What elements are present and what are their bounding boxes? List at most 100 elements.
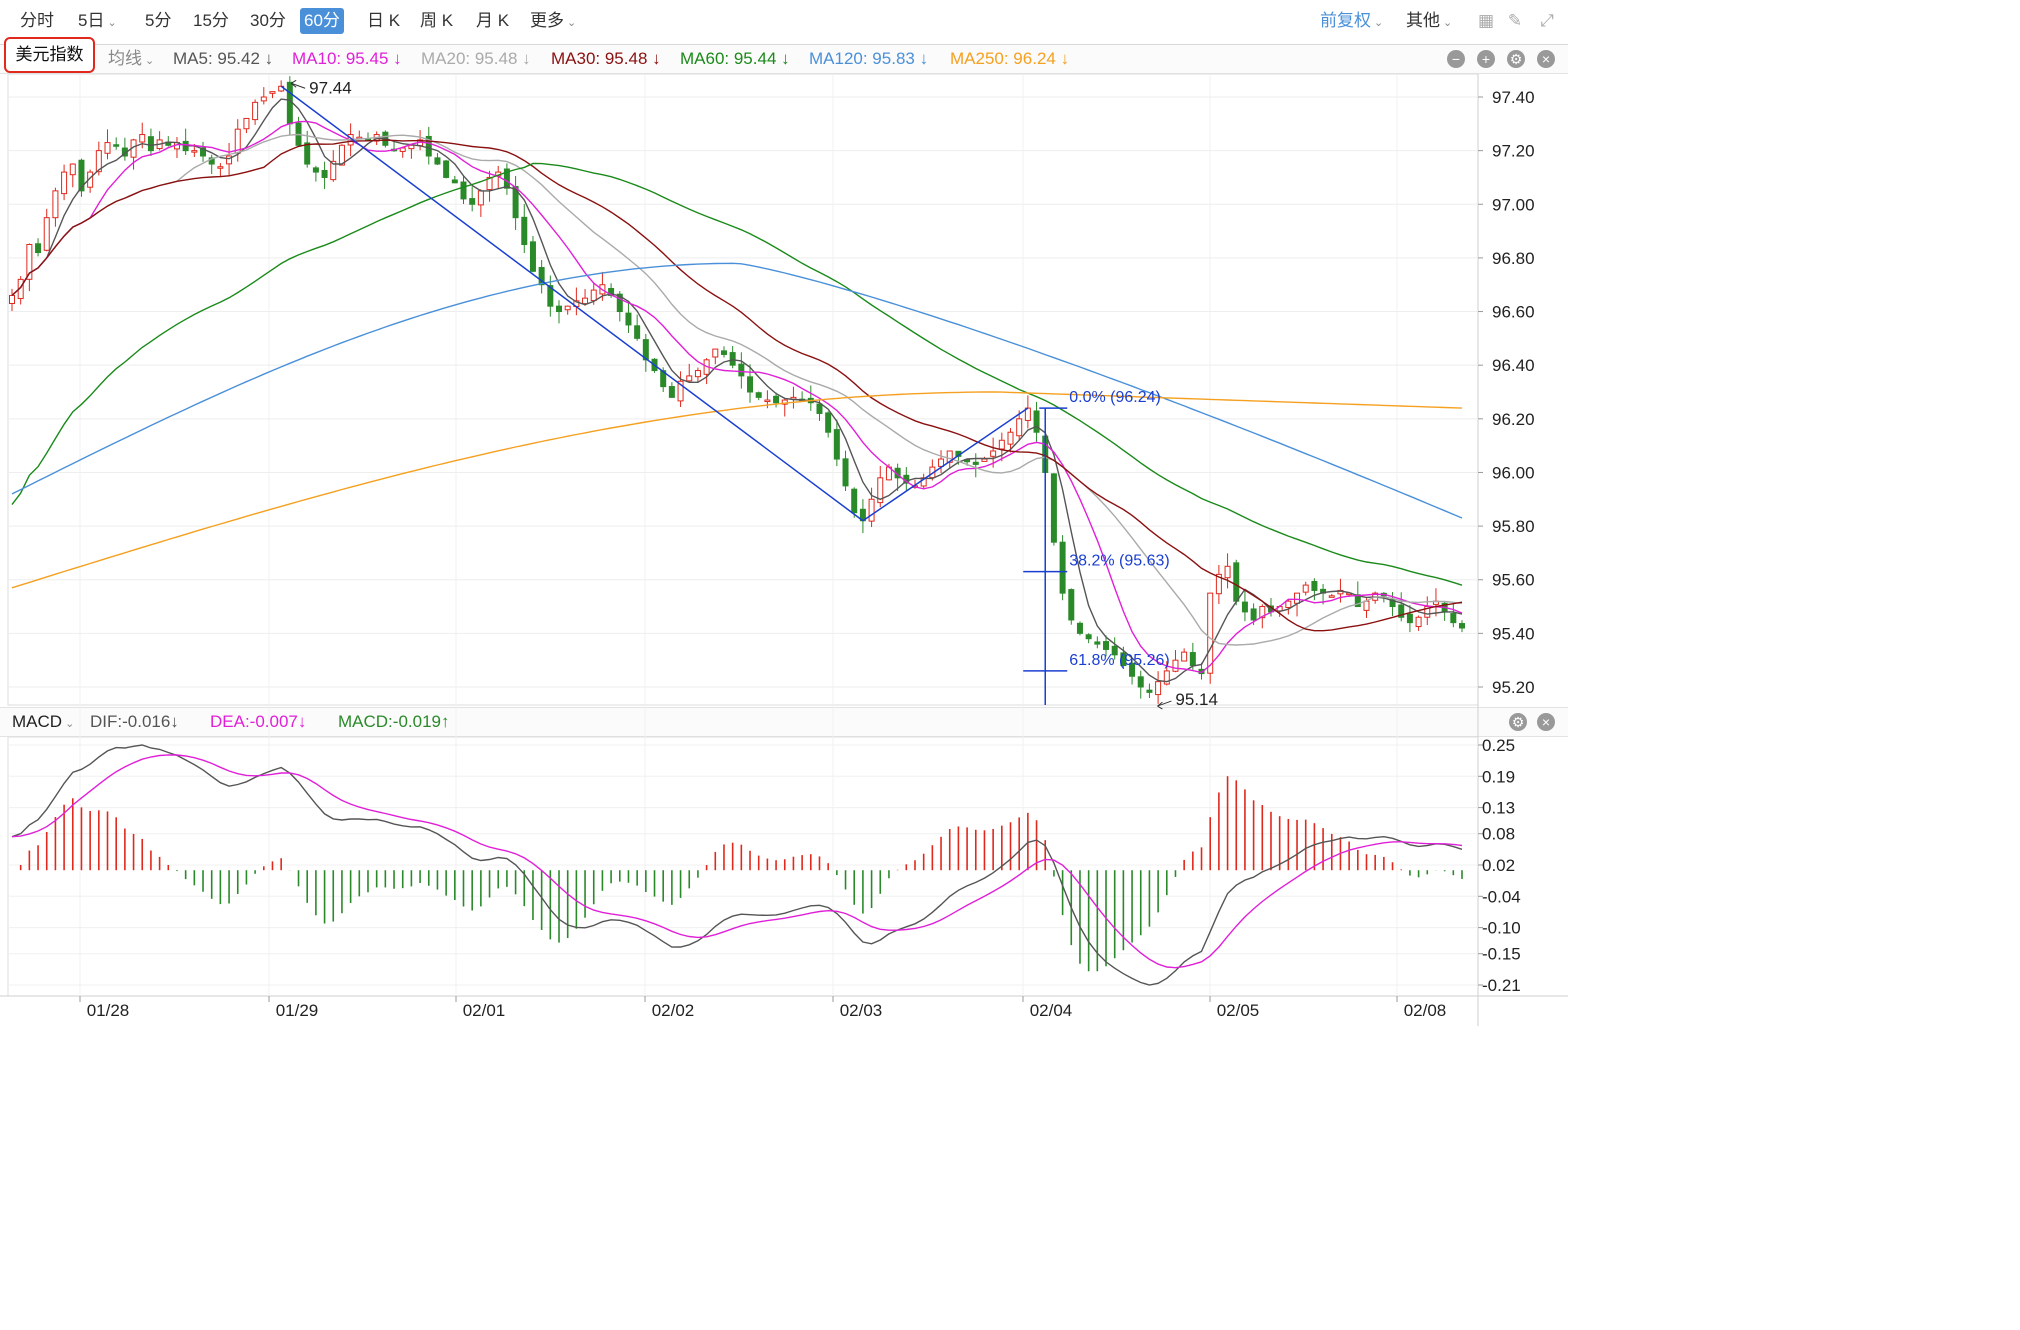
period-tab[interactable]: 15分	[189, 8, 233, 34]
close-icon[interactable]: ×	[1537, 50, 1555, 68]
candle-body	[26, 244, 33, 280]
candle-body	[799, 398, 806, 402]
macd-tick-label: -0.15	[1482, 945, 1521, 964]
candle-body	[990, 450, 997, 457]
symbol-name[interactable]: 美元指数	[4, 37, 95, 73]
pen-draw-icon[interactable]: ✎	[1507, 11, 1523, 30]
period-tab-label: 60分	[304, 11, 340, 30]
date-tick-label: 02/01	[463, 1001, 506, 1020]
candle-body	[651, 358, 658, 372]
macd-tick-label: 0.19	[1482, 767, 1515, 786]
macd-tick-label: 0.13	[1482, 799, 1515, 818]
candle-body	[61, 171, 68, 195]
candle-body	[877, 477, 884, 504]
add-icon[interactable]: +	[1477, 50, 1495, 68]
candle-body	[720, 350, 727, 355]
candle-body	[616, 293, 623, 313]
candle-body	[694, 370, 701, 378]
candle-body	[52, 190, 59, 219]
candle-body	[946, 450, 953, 463]
candle-body	[599, 284, 606, 295]
macd-tick-label: 0.02	[1482, 856, 1515, 875]
candle-body	[1294, 592, 1301, 604]
period-tab[interactable]: 月 K	[472, 8, 513, 34]
candle-body	[1372, 592, 1379, 601]
adjust-dropdown[interactable]: 前复权 ⌄	[1320, 8, 1383, 34]
candle-body	[842, 458, 849, 487]
gear-icon[interactable]: ⚙	[1509, 713, 1527, 731]
candle-body	[773, 395, 780, 404]
date-tick-label: 02/03	[840, 1001, 883, 1020]
close-icon[interactable]: ×	[1537, 713, 1555, 731]
period-tab[interactable]: 日 K	[363, 8, 404, 34]
period-tab[interactable]: 5日 ⌄	[74, 8, 121, 34]
candle-body	[104, 142, 111, 154]
candle-body	[781, 399, 788, 405]
macd-tick-label: 0.25	[1482, 736, 1515, 755]
period-tab[interactable]: 更多 ⌄	[526, 8, 580, 34]
expand-icon[interactable]: ⤢	[1540, 11, 1554, 30]
candle-body	[330, 160, 337, 181]
ma-legend-item: MA30: 95.48 ↓	[551, 49, 661, 68]
high-price-label: 97.44	[309, 78, 352, 97]
candle-body	[564, 305, 571, 311]
period-tab[interactable]: 5分	[141, 8, 175, 34]
candle-body	[556, 305, 563, 313]
chevron-down-icon: ⌄	[1374, 17, 1384, 29]
candle-body	[1363, 600, 1370, 611]
fib-level-label: 38.2% (95.63)	[1069, 553, 1170, 570]
candle-body	[1042, 435, 1049, 473]
candle-body	[1016, 418, 1023, 437]
candle-body	[226, 155, 233, 165]
chevron-down-icon: ⌄	[1443, 17, 1453, 29]
ma-legend-item: MA10: 95.45 ↓	[292, 49, 402, 68]
period-tab[interactable]: 60分	[300, 8, 344, 34]
ma-line-ma60	[11, 162, 1463, 586]
period-tab[interactable]: 分时	[16, 8, 58, 34]
candle-body	[338, 144, 345, 166]
candle-body	[1302, 584, 1309, 593]
candle-body	[833, 429, 840, 460]
macd-tick-label: 0.08	[1482, 825, 1515, 844]
period-tab[interactable]: 30分	[246, 8, 290, 34]
candle-body	[1120, 652, 1127, 667]
other-dropdown[interactable]: 其他 ⌄	[1406, 8, 1452, 34]
collapse-icon[interactable]: −	[1447, 50, 1465, 68]
candle-body	[495, 171, 502, 177]
ma-legend-item: MA5: 95.42 ↓	[173, 49, 274, 68]
candle-body	[660, 370, 667, 388]
ma-legend-item: MA250: 96.24 ↓	[950, 49, 1070, 68]
kline-chart[interactable]: 97.40 97.20 97.00 96.80 96.60 96.40 96.20 96.00…	[0, 0, 1568, 1032]
candle-body	[712, 348, 719, 358]
candle-body	[790, 396, 797, 400]
candle-body	[1267, 605, 1274, 613]
candle-body	[582, 297, 589, 305]
candle-body	[165, 141, 172, 146]
candle-body	[590, 289, 597, 302]
candle-body	[191, 150, 198, 153]
candle-body	[451, 179, 458, 184]
candle-body	[477, 190, 484, 206]
candle-body	[1320, 588, 1327, 594]
candle-body	[1224, 565, 1231, 579]
macd-tick-label: -0.10	[1482, 919, 1521, 938]
gear-icon[interactable]: ⚙	[1507, 50, 1525, 68]
candle-body	[1311, 580, 1318, 591]
candle-body	[1076, 622, 1083, 634]
date-tick-label: 01/29	[276, 1001, 319, 1020]
candle-body	[981, 458, 988, 462]
period-tab[interactable]: 周 K	[416, 8, 457, 34]
dea-value: DEA:-0.007↓	[210, 712, 307, 731]
candle-body	[1024, 407, 1031, 421]
candle-body	[312, 167, 319, 173]
ma-type-dropdown[interactable]: 均线 ⌄	[108, 45, 154, 75]
layout-grid-icon[interactable]: ▦	[1477, 11, 1495, 30]
macd-indicator-dropdown[interactable]: MACD ⌄	[12, 708, 74, 738]
date-tick-label: 02/02	[652, 1001, 695, 1020]
candle-body	[1215, 573, 1222, 595]
fib-level-label: 61.8% (95.26)	[1069, 652, 1170, 669]
price-tick-label: 95.40	[1492, 624, 1535, 643]
candle-body	[807, 397, 814, 404]
candle-body	[321, 170, 328, 178]
high-arrow	[290, 79, 306, 89]
